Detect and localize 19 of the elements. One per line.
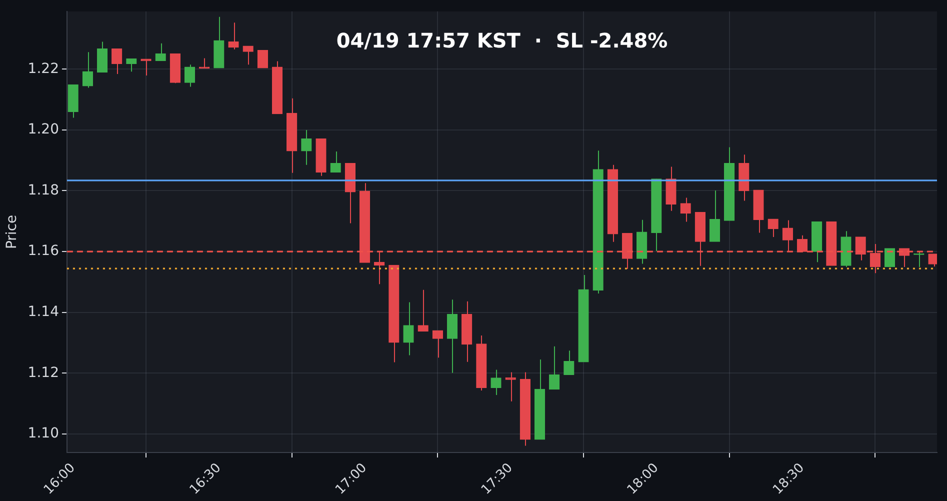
candlestick xyxy=(884,248,896,268)
candlestick xyxy=(126,58,137,72)
text: 04/19 17:57 KST · SL -2.48% xyxy=(336,28,668,53)
candlestick xyxy=(446,299,458,374)
y-tick-label: 1.18 xyxy=(28,182,59,198)
y-axis-title: Price xyxy=(4,214,20,250)
y-tick-label: 1.20 xyxy=(28,122,59,138)
candlestick xyxy=(96,41,108,73)
y-tick-label: 1.10 xyxy=(28,426,59,442)
y-tick-label: 1.22 xyxy=(28,60,59,77)
candlestick xyxy=(666,166,676,212)
candlestick xyxy=(418,289,428,332)
y-tick-label: 1.16 xyxy=(28,243,60,260)
candlestick xyxy=(257,50,268,68)
y-tick-label: 1.12 xyxy=(28,364,59,381)
y-tick-label: 1.14 xyxy=(28,304,60,320)
candlestick xyxy=(242,46,254,66)
candlestick xyxy=(709,190,720,242)
candlestick xyxy=(228,22,239,50)
